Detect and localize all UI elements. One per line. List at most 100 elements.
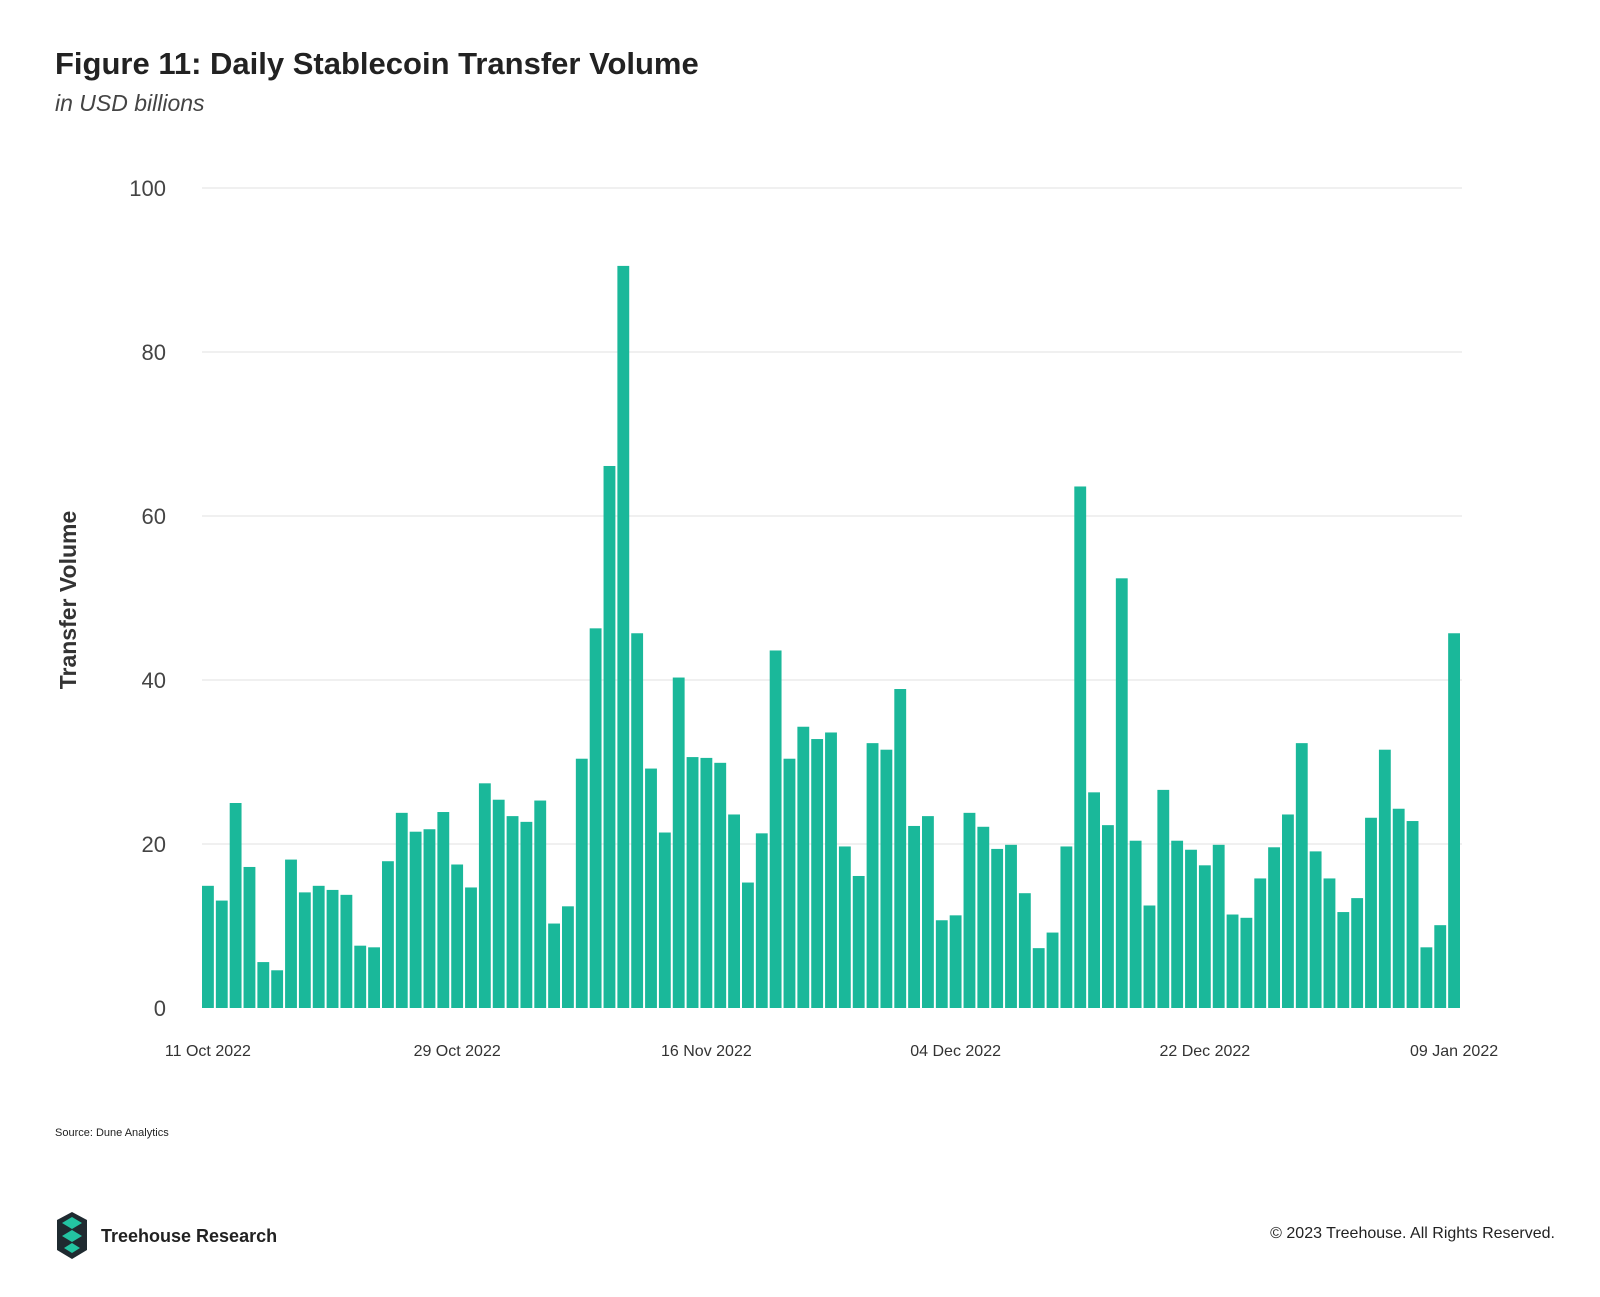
bar bbox=[340, 894, 353, 1008]
bar bbox=[908, 825, 920, 1008]
x-tick-label: 22 Dec 2022 bbox=[1159, 1043, 1250, 1060]
bar bbox=[395, 812, 408, 1008]
y-tick-label: 20 bbox=[142, 832, 166, 857]
bar bbox=[1005, 844, 1017, 1008]
bar bbox=[838, 846, 851, 1008]
x-tick-label: 11 Oct 2022 bbox=[165, 1043, 251, 1060]
bar bbox=[742, 882, 754, 1008]
bar bbox=[1129, 840, 1142, 1008]
bar bbox=[686, 757, 699, 1008]
bar bbox=[409, 831, 422, 1008]
bar bbox=[797, 726, 810, 1008]
chart-subtitle: in USD billions bbox=[55, 90, 205, 116]
bar bbox=[783, 758, 796, 1008]
bar bbox=[1351, 898, 1364, 1008]
bar bbox=[1268, 847, 1280, 1008]
y-tick-label: 100 bbox=[129, 176, 166, 201]
y-tick-label: 60 bbox=[142, 504, 166, 529]
bar bbox=[1032, 948, 1045, 1008]
bar bbox=[1378, 749, 1391, 1008]
bar bbox=[1102, 825, 1114, 1008]
bar bbox=[548, 923, 560, 1008]
bar bbox=[298, 892, 311, 1008]
bar bbox=[285, 859, 297, 1008]
y-axis-label: Transfer Volume bbox=[55, 511, 81, 690]
bar bbox=[1198, 865, 1211, 1008]
y-tick-label: 80 bbox=[142, 340, 166, 365]
bar bbox=[714, 762, 727, 1008]
x-tick-label: 09 Jan 2022 bbox=[1410, 1043, 1498, 1060]
bar bbox=[617, 265, 630, 1008]
bar bbox=[1309, 851, 1322, 1008]
bar bbox=[1420, 947, 1433, 1008]
bar bbox=[1157, 789, 1170, 1008]
y-tick-label: 0 bbox=[154, 996, 166, 1021]
bar bbox=[922, 816, 934, 1008]
bar bbox=[1254, 878, 1267, 1008]
treehouse-logo-icon bbox=[57, 1212, 87, 1259]
bar bbox=[575, 758, 588, 1008]
bar bbox=[963, 812, 976, 1008]
bar bbox=[1074, 486, 1087, 1009]
bar bbox=[1088, 792, 1100, 1008]
bar bbox=[1392, 808, 1405, 1008]
bar bbox=[603, 465, 616, 1009]
copyright: © 2023 Treehouse. All Rights Reserved. bbox=[1270, 1225, 1555, 1242]
bar bbox=[423, 829, 436, 1008]
bar bbox=[631, 633, 644, 1008]
bar bbox=[1046, 932, 1059, 1008]
bar bbox=[243, 866, 256, 1008]
bar bbox=[1171, 840, 1184, 1008]
source-note: Source: Dune Analytics bbox=[55, 1127, 169, 1139]
bar bbox=[382, 861, 394, 1008]
bar bbox=[271, 970, 284, 1008]
bar bbox=[755, 833, 768, 1008]
bar bbox=[1282, 814, 1294, 1008]
bar bbox=[1018, 893, 1031, 1008]
bar bbox=[1365, 817, 1377, 1008]
bar bbox=[257, 962, 270, 1008]
bar bbox=[1185, 849, 1197, 1008]
bar bbox=[520, 821, 533, 1008]
bar bbox=[326, 889, 339, 1008]
x-axis-ticks: 11 Oct 2022 29 Oct 2022 16 Nov 2022 04 Dec … bbox=[165, 1043, 1498, 1060]
bar bbox=[852, 875, 865, 1008]
bar bbox=[1060, 846, 1073, 1008]
bar bbox=[562, 906, 574, 1008]
bar bbox=[312, 885, 325, 1008]
bar bbox=[215, 900, 228, 1008]
bar bbox=[949, 915, 962, 1008]
y-axis-ticks: 0 20 40 60 80 100 bbox=[129, 176, 166, 1021]
y-tick-label: 40 bbox=[142, 668, 166, 693]
bar bbox=[354, 945, 367, 1008]
bar bbox=[1212, 844, 1225, 1008]
bar bbox=[451, 864, 464, 1008]
bar bbox=[1448, 633, 1460, 1008]
bar bbox=[229, 803, 242, 1008]
bar bbox=[645, 768, 657, 1008]
bar bbox=[1406, 821, 1419, 1008]
brand-name: Treehouse Research bbox=[101, 1225, 278, 1246]
bar bbox=[935, 920, 948, 1008]
bar bbox=[880, 749, 893, 1008]
bar bbox=[866, 743, 879, 1008]
bar bbox=[1115, 578, 1128, 1008]
x-tick-label: 04 Dec 2022 bbox=[910, 1043, 1001, 1060]
bar bbox=[894, 689, 907, 1008]
bar bbox=[1143, 905, 1156, 1008]
bar bbox=[1295, 743, 1308, 1008]
brand: Treehouse Research bbox=[55, 1210, 277, 1262]
bar bbox=[1240, 917, 1253, 1008]
bar-chart: 0 20 40 60 80 100 11 Oct 2022 29 Oct 2022 16 No… bbox=[55, 176, 1498, 1060]
bar bbox=[977, 826, 990, 1008]
bar bbox=[368, 947, 380, 1008]
bar bbox=[506, 816, 519, 1008]
bar bbox=[769, 650, 782, 1008]
bar bbox=[589, 628, 602, 1008]
bar bbox=[1323, 878, 1336, 1008]
bar bbox=[492, 799, 505, 1008]
bar bbox=[465, 887, 477, 1008]
chart-title: Figure 11: Daily Stablecoin Transfer Vol… bbox=[55, 46, 699, 81]
x-tick-label: 16 Nov 2022 bbox=[661, 1043, 752, 1060]
bar bbox=[672, 677, 685, 1008]
